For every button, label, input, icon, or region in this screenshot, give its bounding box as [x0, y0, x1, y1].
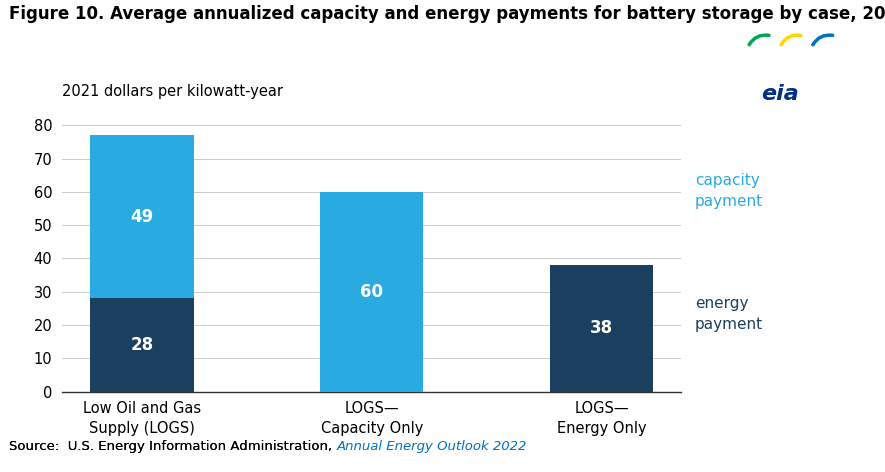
- Text: 60: 60: [360, 283, 383, 301]
- Text: 28: 28: [130, 336, 153, 354]
- Text: Source:  U.S. Energy Information Administration,: Source: U.S. Energy Information Administ…: [9, 440, 336, 453]
- Text: eia: eia: [761, 84, 798, 104]
- Text: 49: 49: [130, 208, 153, 226]
- Text: Annual Energy Outlook 2022: Annual Energy Outlook 2022: [336, 440, 527, 453]
- Bar: [320, 192, 423, 392]
- Bar: [90, 298, 194, 392]
- Text: energy
payment: energy payment: [695, 296, 763, 332]
- Bar: [90, 135, 194, 298]
- Text: 38: 38: [590, 320, 613, 337]
- Text: capacity
payment: capacity payment: [695, 173, 763, 209]
- Text: 2021 dollars per kilowatt-year: 2021 dollars per kilowatt-year: [62, 84, 283, 99]
- Text: Figure 10. Average annualized capacity and energy payments for battery storage b: Figure 10. Average annualized capacity a…: [9, 5, 885, 23]
- Bar: [550, 265, 653, 392]
- Text: Source:  U.S. Energy Information Administration,: Source: U.S. Energy Information Administ…: [9, 440, 336, 453]
